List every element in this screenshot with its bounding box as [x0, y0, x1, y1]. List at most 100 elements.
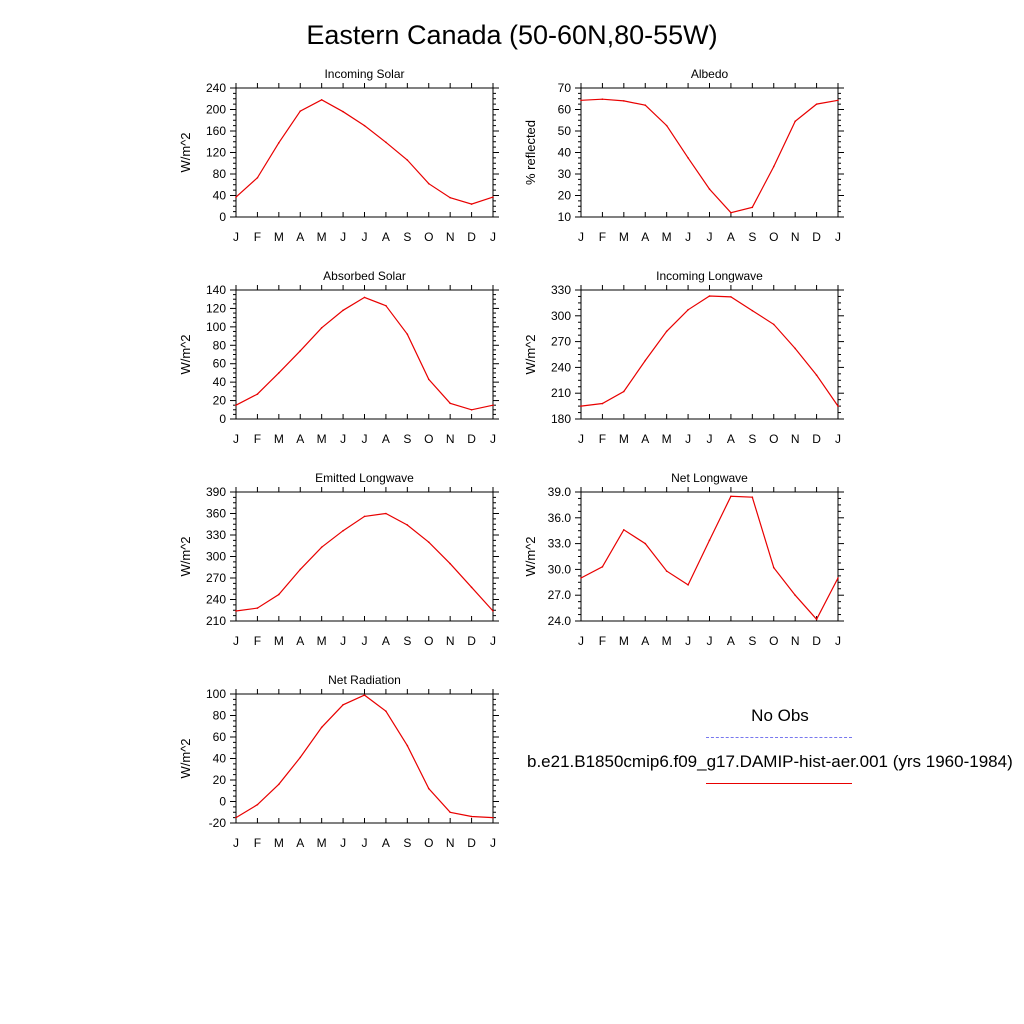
x-tick-label: F — [254, 230, 261, 244]
data-point — [427, 378, 430, 381]
data-point — [256, 176, 259, 179]
panel-title: Emitted Longwave — [315, 471, 414, 485]
data-point — [751, 309, 754, 312]
x-tick-label: S — [403, 634, 411, 648]
x-tick-label: M — [619, 432, 629, 446]
x-tick-label: J — [707, 432, 713, 446]
y-tick-label: 270 — [551, 335, 571, 349]
x-tick-label: J — [490, 634, 496, 648]
data-point — [815, 103, 818, 105]
data-point — [235, 404, 237, 406]
plot-frame — [235, 491, 494, 622]
x-tick-label: S — [748, 230, 756, 244]
x-tick-label: S — [403, 836, 411, 850]
x-tick-label: A — [641, 432, 649, 446]
data-point — [470, 408, 473, 411]
data-point — [815, 374, 818, 376]
x-tick-label: J — [578, 634, 584, 648]
x-tick-label: N — [446, 432, 455, 446]
y-axis-label: W/m^2 — [178, 536, 193, 576]
data-point — [751, 496, 754, 498]
x-tick-label: A — [727, 230, 735, 244]
plot-frame — [580, 491, 839, 622]
legend-obs-line — [706, 737, 852, 738]
x-tick-label: J — [490, 230, 496, 244]
data-point — [492, 816, 494, 819]
y-tick-label: 20 — [213, 773, 227, 787]
data-point — [342, 703, 344, 706]
x-tick-label: J — [340, 432, 346, 446]
panel-title: Absorbed Solar — [323, 269, 406, 283]
x-tick-label: F — [254, 634, 261, 648]
data-point — [427, 182, 430, 185]
series-line — [580, 295, 839, 407]
y-tick-label: 80 — [213, 167, 227, 181]
y-tick-label: 30.0 — [548, 562, 572, 576]
y-tick-label: 27.0 — [548, 588, 572, 602]
series-line — [235, 296, 494, 411]
y-tick-label: 360 — [206, 507, 226, 521]
y-tick-label: 50 — [558, 124, 572, 138]
x-tick-label: M — [619, 230, 629, 244]
data-point — [427, 787, 430, 790]
data-point — [449, 562, 451, 565]
y-tick-label: 30 — [558, 167, 572, 181]
x-tick-label: M — [317, 836, 327, 850]
y-tick-label: 300 — [206, 550, 226, 564]
x-tick-label: J — [707, 230, 713, 244]
data-point — [235, 610, 237, 612]
data-point — [730, 296, 732, 298]
x-tick-label: F — [254, 432, 261, 446]
x-tick-label: J — [340, 634, 346, 648]
y-tick-label: 70 — [558, 81, 572, 95]
y-tick-label: 160 — [206, 124, 226, 138]
x-tick-label: J — [233, 836, 239, 850]
data-point — [837, 99, 839, 102]
x-tick-label: O — [424, 836, 433, 850]
y-axis-label: % reflected — [523, 120, 538, 185]
data-point — [278, 142, 280, 144]
data-point — [470, 586, 473, 589]
data-point — [449, 811, 451, 814]
x-tick-label: M — [274, 432, 284, 446]
legend-obs-label: No Obs — [751, 706, 809, 725]
x-tick-label: A — [382, 634, 390, 648]
x-tick-label: F — [599, 432, 606, 446]
data-point — [406, 744, 409, 747]
data-point — [299, 756, 302, 759]
x-tick-label: M — [274, 836, 284, 850]
data-point — [449, 402, 451, 405]
y-axis-label: W/m^2 — [523, 334, 538, 374]
panel-title: Net Radiation — [328, 673, 401, 687]
y-axis-label: W/m^2 — [178, 334, 193, 374]
data-point — [299, 350, 302, 352]
data-point — [385, 141, 387, 144]
y-tick-label: 180 — [551, 412, 571, 426]
y-tick-label: 210 — [206, 614, 226, 628]
x-tick-label: A — [296, 230, 304, 244]
x-tick-label: M — [317, 634, 327, 648]
x-tick-label: A — [382, 836, 390, 850]
data-point — [580, 405, 582, 407]
data-point — [815, 618, 818, 621]
data-point — [837, 405, 839, 407]
data-point — [644, 542, 647, 545]
data-point — [385, 710, 387, 712]
data-point — [687, 584, 689, 586]
y-tick-label: 0 — [219, 795, 226, 809]
x-tick-label: M — [662, 634, 672, 648]
x-tick-label: F — [254, 836, 261, 850]
y-tick-label: 0 — [219, 210, 226, 224]
x-tick-label: O — [424, 432, 433, 446]
data-point — [278, 372, 280, 374]
x-tick-label: A — [296, 432, 304, 446]
data-point — [363, 124, 366, 127]
x-tick-label: N — [791, 432, 800, 446]
y-tick-label: 20 — [213, 394, 227, 408]
x-tick-label: O — [424, 230, 433, 244]
x-tick-label: J — [340, 836, 346, 850]
data-point — [470, 203, 473, 205]
